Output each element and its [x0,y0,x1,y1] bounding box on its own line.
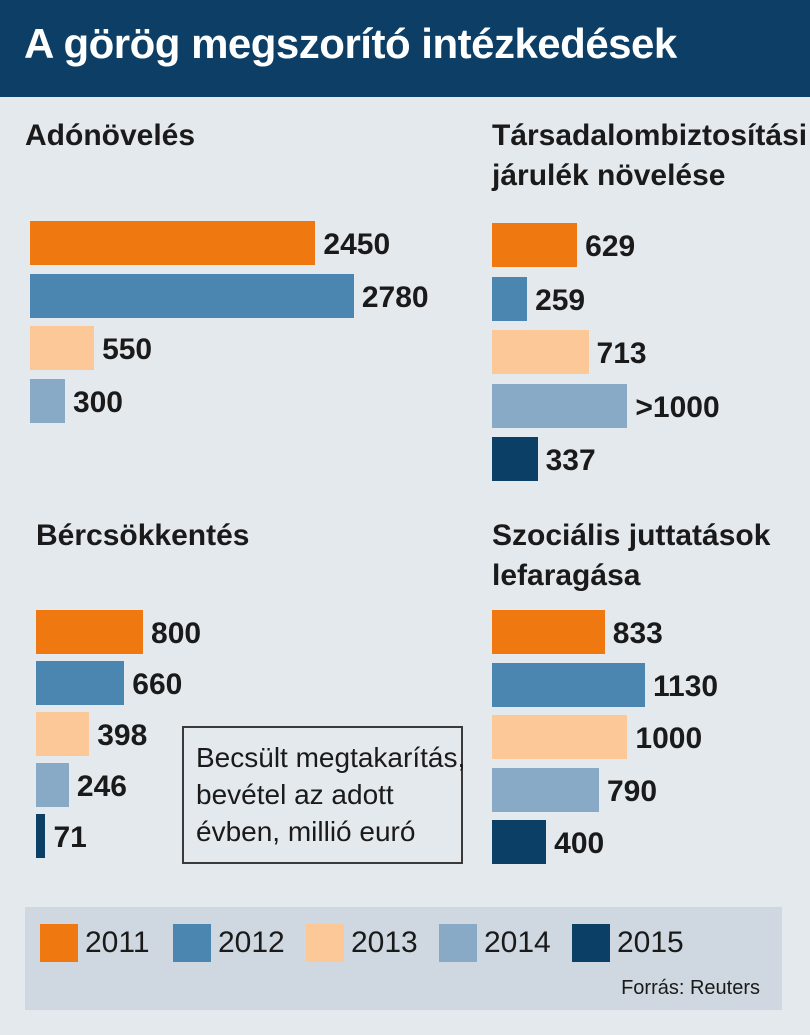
panel-title-ado: Adónövelés [25,116,195,156]
legend-label-2013: 2013 [351,926,418,959]
bar-2015 [492,437,538,481]
legend-swatch-2013 [306,924,344,962]
legend-swatch-2012 [173,924,211,962]
legend: 2011 2012 2013 2014 2015 Forrás: Reuters [25,907,782,1010]
bar-value-label-2011: 833 [612,617,663,650]
bar-value-label-2014: 246 [76,770,127,803]
bar-2013 [30,326,95,370]
bar-value-label-2013: 550 [102,333,153,366]
bar-2011 [492,610,605,654]
bar-2013 [492,715,628,759]
legend-label-2011: 2011 [85,926,150,959]
bar-2015 [36,814,46,858]
bar-2014 [30,378,65,423]
panel-title-tarsadalombiztositasi: Társadalombiztosítási járulék növelése [492,116,807,196]
bar-2012 [492,276,528,321]
bar-value-label-2013: 398 [97,719,148,752]
bar-2011 [30,221,316,265]
panel-title-line-2: járulék növelése [492,159,726,192]
bar-2015 [492,820,547,864]
panel-title-szocialis: Szociális juttatások lefaragása [492,516,770,596]
bar-2013 [36,712,90,756]
note-line-3: évben, millió euró [196,816,416,847]
bar-value-label-2011: 2450 [323,228,391,261]
bar-value-label-2012: 1130 [653,669,719,703]
bar-value-label-2015: 71 [53,821,87,854]
note-line-1: Becsült megtakarítás, [196,742,466,773]
panel-title-line-1: Társadalombiztosítási [492,119,808,152]
legend-swatch-2011 [40,924,78,962]
legend-label-2012: 2012 [218,926,285,959]
bar-2014 [36,763,69,807]
bar-value-label-2011: 629 [585,230,636,263]
legend-label-2014: 2014 [484,926,551,959]
bar-2014 [492,383,628,428]
bar-value-label-2012: 660 [132,668,183,701]
legend-swatch-2015 [572,924,610,962]
legend-swatch-2014 [439,924,477,962]
chart-title: A görög megszorító intézkedések [24,20,677,67]
bar-value-label-2014: 300 [72,385,123,419]
panel-title-bercsokkentes: Bércsökkentés [36,516,249,556]
bar-2014 [492,767,599,812]
bar-value-label-2015: 337 [545,444,596,477]
note-line-2: bevétel az adott [196,779,394,810]
bar-value-label-2013: 1000 [635,722,703,755]
bar-value-label-2013: 713 [596,337,647,370]
panel-title-berc-text: Bércsökkentés [36,519,250,552]
bar-value-label-2015: 400 [554,827,605,860]
bar-value-label-2014: >1000 [635,390,720,424]
panel-title-line-1: Szociális juttatások [492,519,771,552]
bar-2012 [30,273,354,318]
bar-value-label-2012: 259 [535,283,586,317]
bar-value-label-2012: 2780 [361,280,429,314]
panel-title-ado-text: Adónövelés [25,119,196,152]
header-bar: A görög megszorító intézkedések [0,0,810,97]
unit-note-box: Becsült megtakarítás, bevétel az adott é… [182,726,466,864]
bar-2011 [492,223,578,267]
bar-2011 [36,610,144,654]
bar-2012 [492,662,645,707]
bar-value-label-2014: 790 [606,774,658,808]
source-note: Forrás: Reuters [621,977,760,999]
panel-title-line-2: lefaragása [492,559,641,592]
legend-label-2015: 2015 [617,926,684,959]
bar-2012 [36,661,125,705]
bar-2013 [492,330,589,374]
bar-value-label-2011: 800 [151,617,202,650]
